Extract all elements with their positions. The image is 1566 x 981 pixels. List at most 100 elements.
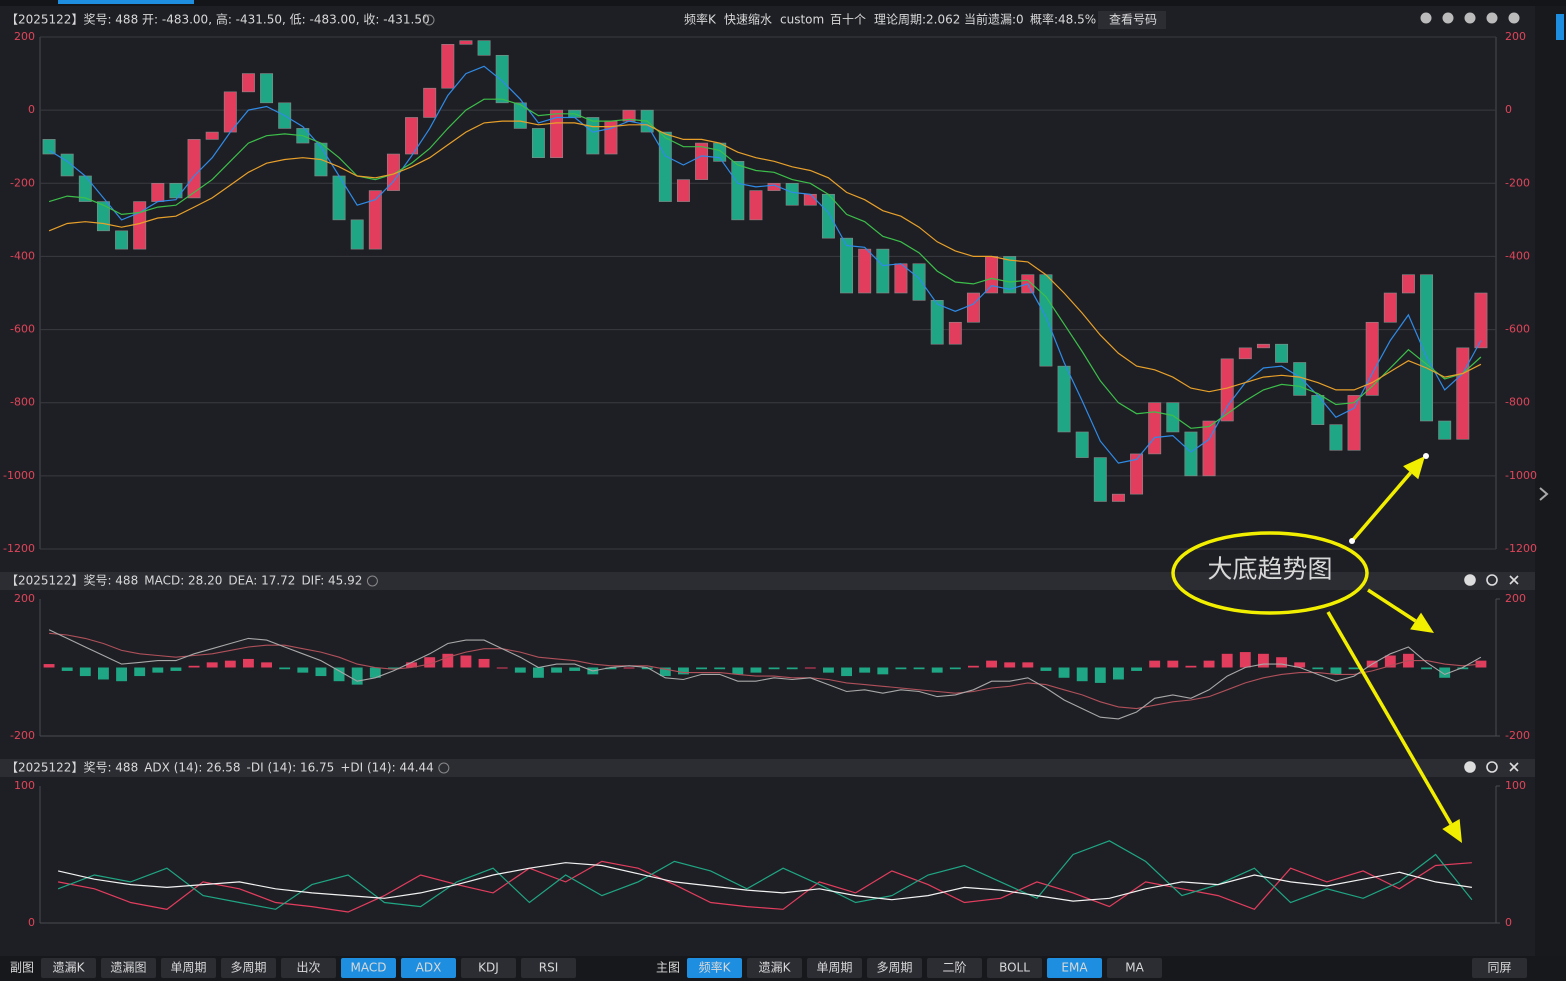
candle: [531, 128, 545, 158]
macd-bar: [206, 662, 218, 668]
macd-bar: [1203, 660, 1215, 668]
side-arrow[interactable]: [1539, 487, 1549, 501]
button-label[interactable]: 多周期: [876, 961, 912, 975]
icon[interactable]: [1464, 12, 1476, 24]
button-label[interactable]: 单周期: [170, 961, 206, 975]
macd-bar: [714, 667, 726, 670]
y-tick-label: 0: [28, 103, 35, 116]
button-label[interactable]: BOLL: [999, 961, 1030, 975]
macd-bar: [1113, 667, 1124, 680]
candle: [1220, 358, 1234, 422]
toolbar-button[interactable]: [687, 958, 742, 978]
macd-bar: [460, 655, 472, 668]
toolbar-button[interactable]: [41, 958, 96, 978]
annotation-text: 大底趋势图: [1207, 555, 1332, 584]
macd-bar: [1439, 667, 1451, 678]
toolbar-button[interactable]: [341, 958, 396, 978]
button-label[interactable]: 同屏: [1487, 961, 1511, 975]
candle: [894, 263, 908, 294]
active-tab: [58, 0, 194, 4]
button-label[interactable]: MA: [1125, 961, 1144, 975]
button-label[interactable]: 出次: [296, 961, 320, 975]
macd-bar: [533, 667, 544, 678]
icon[interactable]: [1464, 761, 1476, 773]
header-item: 当前遗漏:0: [964, 12, 1024, 27]
toolbar-button[interactable]: [401, 958, 456, 978]
toolbar-button[interactable]: [1047, 958, 1102, 978]
macd-bar: [1094, 667, 1106, 683]
button-label[interactable]: RSI: [539, 961, 559, 975]
macd-bar: [1004, 662, 1016, 668]
icon[interactable]: [1508, 12, 1520, 24]
button-label[interactable]: 遗漏图: [110, 961, 146, 975]
icon[interactable]: [1486, 761, 1498, 773]
panel-title: 【2025122】奖号: 488: [6, 574, 138, 588]
button-label[interactable]: 单周期: [816, 961, 852, 975]
candle: [930, 300, 944, 345]
macd-bar: [98, 667, 109, 680]
macd-bar: [569, 667, 581, 671]
ema-line: [48, 98, 1482, 429]
candle: [260, 73, 274, 104]
candle: [151, 182, 165, 202]
candle: [658, 131, 672, 202]
toolbar-button[interactable]: [927, 958, 982, 978]
icon[interactable]: [1464, 574, 1476, 586]
icon[interactable]: [1486, 12, 1498, 24]
y-tick-label-right: 0: [1505, 916, 1512, 929]
icon[interactable]: [1442, 12, 1454, 24]
macd-line: [49, 632, 1481, 710]
macd-bar: [659, 667, 671, 677]
macd-bar: [605, 667, 617, 670]
close-icon[interactable]: [1509, 762, 1519, 772]
candle: [423, 87, 437, 118]
icon[interactable]: [1420, 12, 1432, 24]
button-label[interactable]: 多周期: [230, 961, 266, 975]
anchor-dot: [1349, 538, 1355, 544]
toolbar-button[interactable]: [161, 958, 216, 978]
toolbar-button[interactable]: [747, 958, 802, 978]
legend-entry: +DI (14): 44.44: [340, 761, 434, 775]
candle: [495, 54, 509, 104]
macd-bar: [406, 662, 417, 668]
toolbar-button[interactable]: [521, 958, 576, 978]
toolbar-button[interactable]: [461, 958, 516, 978]
icon[interactable]: [1486, 574, 1498, 586]
button-label[interactable]: 频率K: [699, 960, 732, 975]
macd-bar: [1167, 660, 1179, 668]
toolbar-button[interactable]: [867, 958, 922, 978]
y-tick-label-right: -1200: [1505, 542, 1537, 555]
macd-bar: [696, 667, 707, 670]
macd-bar: [1276, 657, 1287, 668]
macd-bar: [986, 660, 997, 668]
header-item[interactable]: 查看号码: [1109, 13, 1157, 27]
candle: [912, 263, 926, 301]
y-tick-label: -1000: [3, 469, 35, 482]
candle: [187, 139, 201, 199]
button-label[interactable]: EMA: [1061, 961, 1088, 975]
toolbar-button[interactable]: [221, 958, 276, 978]
toolbar-button[interactable]: [987, 958, 1042, 978]
help-icon[interactable]: [423, 14, 435, 26]
candle: [350, 219, 364, 250]
y-tick-label: 0: [28, 916, 35, 929]
close-icon[interactable]: [1509, 575, 1519, 585]
help-icon[interactable]: [438, 762, 450, 774]
button-label[interactable]: 二阶: [942, 961, 966, 975]
toolbar-button[interactable]: [1107, 958, 1162, 978]
button-label[interactable]: MACD: [351, 961, 387, 975]
toolbar-button[interactable]: [807, 958, 862, 978]
toolbar-button[interactable]: [281, 958, 336, 978]
toolbar-button[interactable]: [101, 958, 156, 978]
button-label[interactable]: ADX: [416, 961, 442, 975]
button-label[interactable]: 遗漏K: [759, 961, 792, 975]
lookup-button[interactable]: [1098, 11, 1166, 29]
toolbar-button[interactable]: [1472, 958, 1527, 978]
help-icon[interactable]: [366, 575, 378, 587]
candle: [695, 142, 709, 180]
candle: [1383, 292, 1397, 323]
y-tick-label: 200: [14, 592, 35, 605]
button-label[interactable]: 遗漏K: [53, 961, 86, 975]
button-label[interactable]: KDJ: [478, 961, 499, 975]
